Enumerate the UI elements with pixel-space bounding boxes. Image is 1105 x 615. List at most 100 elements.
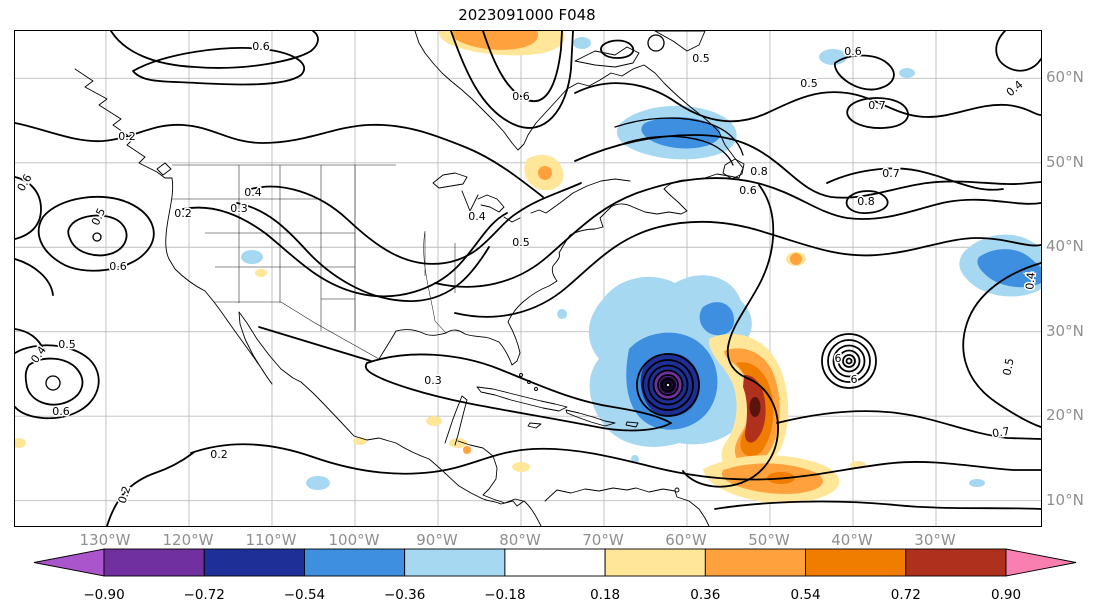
crescent-core-fill — [749, 397, 761, 417]
x-tick-label: 70°W — [582, 531, 624, 549]
colorbar-tick-label: 0.54 — [791, 587, 821, 603]
contour-label: 0.4 — [244, 186, 262, 199]
contour-line — [434, 177, 1041, 288]
cyclone-contour-ring — [636, 353, 700, 417]
colorbar-under-arrow — [33, 548, 105, 577]
positive-anomaly-fill — [463, 446, 471, 454]
figure-title: 2023091000 F048 — [458, 6, 596, 24]
x-tick-label: 120°W — [162, 531, 214, 549]
x-tick-label: 130°W — [79, 531, 131, 549]
colorbar-tick-label: −0.72 — [184, 587, 225, 603]
cyclone-rings — [636, 353, 700, 417]
colorbar-segment — [504, 548, 606, 577]
caribbean-islands — [476, 386, 639, 429]
eddy-contour-ring — [842, 354, 856, 368]
y-tick-label: 40°N — [1046, 237, 1084, 256]
x-tick-label: 90°W — [416, 531, 458, 549]
contour-label: 0.2 — [174, 207, 192, 220]
contour-label: 0.2 — [210, 448, 228, 461]
x-tick-label: 80°W — [499, 531, 541, 549]
contour-line — [450, 31, 574, 129]
contour-label: 0.6 — [52, 405, 70, 418]
vancouver-island — [156, 162, 172, 176]
colorbar-over-arrow — [1005, 548, 1077, 577]
contour-label: 0.6 — [844, 45, 862, 58]
contour-line — [15, 122, 544, 198]
colorbar-tick-label: 0.90 — [991, 587, 1021, 603]
contour-line — [962, 262, 1041, 428]
y-tick-label: 60°N — [1046, 68, 1084, 87]
x-tick-label: 110°W — [245, 531, 297, 549]
contour-label: 0.5 — [512, 236, 530, 249]
latitude-tick-labels: 60°N 50°N 40°N 30°N 20°N 10°N — [1046, 68, 1084, 509]
contour-line — [364, 353, 672, 432]
colorbar-tick-label: −0.54 — [284, 587, 325, 603]
contour-label: 0.2 — [118, 130, 136, 143]
contour-line — [15, 344, 100, 420]
cyclone-contour-ring — [642, 359, 694, 411]
longitude-tick-labels: 130°W 120°W 110°W 100°W 90°W 80°W 70°W 60°W 50°W… — [0, 531, 1105, 551]
positive-anomaly-fill — [790, 253, 802, 265]
colorbar-tick-label: −0.90 — [83, 587, 124, 603]
contour-line — [37, 196, 155, 272]
contour-label: 6 — [835, 352, 842, 365]
eddy-contour-ring — [837, 349, 861, 373]
negative-anomaly-fill — [699, 302, 735, 336]
negative-anomaly-fill — [557, 309, 567, 319]
negative-anomaly-fill — [241, 250, 263, 264]
contour-line — [67, 214, 128, 257]
contour-line — [614, 117, 744, 166]
contour-label: 0.4 — [468, 210, 486, 223]
contour-line — [258, 326, 372, 362]
pacific-coastline — [74, 68, 542, 526]
negative-anomaly-fill — [631, 455, 639, 463]
eddy-contour-ring — [821, 333, 877, 389]
contour-label: 0.5 — [800, 77, 818, 90]
contour-label: 0.6 — [109, 260, 127, 273]
colorbar-segment — [103, 548, 205, 577]
eddy-rings — [821, 333, 877, 389]
x-tick-label: 60°W — [665, 531, 707, 549]
contour-label: 0.8 — [857, 195, 875, 208]
contour-line — [846, 97, 909, 129]
contour-layer — [15, 31, 1041, 526]
x-tick-label: 100°W — [328, 531, 380, 549]
contour-line — [132, 47, 306, 86]
colorbar-tick-label: −0.36 — [384, 587, 425, 603]
contour-line — [106, 452, 194, 526]
positive-anomaly-fill — [426, 416, 442, 426]
colorbar-segment — [303, 548, 406, 577]
contour-label: 0.7 — [882, 167, 900, 180]
y-tick-label: 50°N — [1046, 152, 1084, 171]
y-tick-label: 10°N — [1046, 490, 1084, 509]
contour-label: 0.5 — [692, 52, 710, 65]
contour-label: 0.3 — [424, 374, 442, 387]
contour-line — [834, 54, 895, 91]
contour-line — [776, 410, 1041, 440]
contour-line — [92, 232, 102, 242]
bahamas-islet — [519, 373, 523, 377]
contour-line — [15, 176, 54, 350]
x-tick-label: 50°W — [748, 531, 790, 549]
positive-anomaly-fill — [452, 31, 539, 50]
positive-anomaly-fill — [512, 462, 530, 472]
newfoundland-island — [722, 158, 745, 180]
bahamas-islet — [534, 387, 538, 391]
contour-line — [454, 220, 1041, 318]
contour-line — [682, 184, 779, 488]
colorbar: −0.90 −0.72 −0.54 −0.36 −0.18 0.18 0.36 0.54 0.7… — [33, 548, 1077, 603]
contour-line — [24, 357, 84, 406]
contour-label: 0.6 — [252, 40, 270, 53]
contour-label: 0.5 — [58, 338, 76, 351]
contour-line — [190, 443, 1041, 481]
positive-anomaly-fill — [15, 438, 26, 448]
contour-label: 0.6 — [512, 90, 530, 103]
contour-line — [574, 82, 1041, 123]
contour-line — [995, 31, 1041, 72]
coastline-layer — [74, 31, 745, 526]
contour-line — [45, 375, 61, 391]
contour-line — [647, 34, 665, 52]
eddy-contour-ring — [832, 344, 866, 378]
y-tick-label: 20°N — [1046, 406, 1084, 425]
